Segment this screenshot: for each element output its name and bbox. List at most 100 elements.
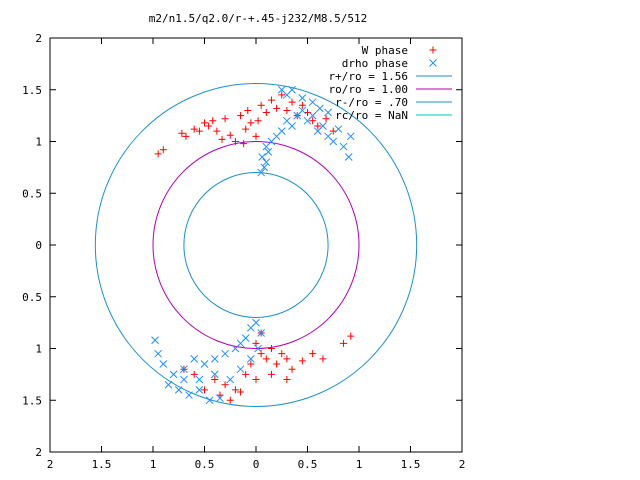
- point-s0-6: [201, 119, 208, 127]
- point-s0-25: [278, 91, 286, 99]
- y-tick-label-2: 1: [35, 343, 42, 356]
- x-tick-label-0: 2: [47, 458, 54, 471]
- point-s1-25: [288, 85, 296, 94]
- y-tick-label-4: 0: [35, 239, 42, 252]
- legend-label-s0: W phase: [362, 44, 408, 57]
- point-s1-47: [185, 391, 193, 399]
- point-s1-2: [262, 158, 271, 167]
- y-tick-label-1: 1.5: [22, 394, 42, 407]
- point-s0-13: [231, 138, 239, 145]
- legend-marker-s0: [429, 46, 437, 54]
- point-s1-27: [308, 98, 317, 107]
- point-s1-31: [246, 323, 255, 332]
- point-s0-51: [252, 376, 260, 384]
- x-tick-label-4: 0: [253, 458, 260, 471]
- point-s1-55: [195, 375, 204, 384]
- point-s1-20: [339, 142, 348, 151]
- point-s1-56: [180, 375, 188, 384]
- point-s0-4: [190, 125, 198, 133]
- axis-ticks: 2 1.5 1 0.5 0 0.5 1 1.5 221.510.500.511.52: [22, 32, 465, 471]
- point-s0-10: [218, 135, 226, 143]
- legend-label-c2: r-/ro = .70: [335, 96, 408, 109]
- point-s1-3: [258, 153, 267, 161]
- point-s0-31: [309, 117, 317, 125]
- point-s0-23: [267, 96, 275, 104]
- point-s1-4: [264, 147, 273, 156]
- legend-label-c0: r+/ro = 1.56: [329, 70, 408, 83]
- point-s0-59: [226, 396, 234, 404]
- point-s1-46: [174, 386, 183, 394]
- x-tick-label-3: 0.5: [195, 458, 215, 471]
- y-tick-label-3: 0.5: [22, 291, 42, 304]
- point-s1-51: [226, 375, 235, 384]
- point-s1-57: [210, 370, 219, 379]
- point-s0-8: [209, 117, 217, 125]
- point-s0-2: [178, 129, 186, 137]
- point-s0-46: [319, 355, 327, 363]
- point-s1-16: [319, 122, 327, 130]
- point-s0-48: [347, 332, 355, 340]
- y-tick-label-7: 1.5: [22, 84, 42, 97]
- y-tick-label-5: 0.5: [22, 187, 42, 200]
- point-s0-41: [278, 350, 286, 358]
- point-s0-52: [242, 370, 250, 378]
- point-s0-54: [221, 381, 229, 389]
- point-s1-40: [180, 365, 188, 374]
- circle-1: [152, 141, 360, 349]
- chart-title: m2/n1.5/q2.0/r-+.45-j232/M8.5/512: [149, 12, 368, 25]
- circle-0: [94, 83, 418, 407]
- point-s0-57: [190, 370, 198, 378]
- point-s1-54: [254, 344, 262, 353]
- legend-label-c1: ro/ro = 1.00: [329, 83, 408, 96]
- point-s1-12: [298, 106, 307, 115]
- point-s1-36: [221, 349, 229, 358]
- point-s1-26: [298, 94, 307, 102]
- point-s0-40: [273, 360, 281, 368]
- point-s0-61: [247, 360, 255, 368]
- point-s0-45: [309, 350, 317, 358]
- point-s1-18: [329, 137, 338, 146]
- point-s1-8: [277, 127, 286, 136]
- point-s0-39: [267, 345, 275, 352]
- point-s0-15: [240, 140, 248, 148]
- y-tick-label-8: 2: [35, 32, 42, 45]
- circle-2: [183, 172, 329, 318]
- point-s0-22: [262, 109, 270, 117]
- point-s0-62: [216, 391, 224, 399]
- point-s1-24: [277, 85, 286, 94]
- point-s1-10: [288, 122, 296, 130]
- point-s1-29: [324, 108, 332, 117]
- legend-label-s1: drho phase: [342, 57, 408, 70]
- point-s0-7: [205, 122, 213, 130]
- point-s0-36: [252, 339, 260, 347]
- point-s1-52: [236, 365, 245, 374]
- point-s1-44: [151, 336, 159, 345]
- point-s0-9: [213, 127, 221, 135]
- legend-label-c3: rc/ro = NaN: [335, 109, 408, 122]
- point-s1-1: [260, 163, 269, 172]
- y-tick-label-0: 2: [35, 446, 42, 459]
- point-s0-26: [283, 106, 291, 114]
- point-s1-45: [164, 380, 173, 389]
- x-tick-label-1: 1.5: [92, 458, 112, 471]
- point-s0-18: [247, 119, 255, 127]
- point-s0-19: [252, 132, 260, 140]
- point-s0-20: [254, 117, 262, 125]
- point-s0-24: [273, 104, 281, 112]
- point-s0-14: [237, 112, 245, 120]
- x-tick-label-5: 0.5: [298, 458, 318, 471]
- point-s0-21: [257, 101, 265, 109]
- point-s0-55: [211, 376, 219, 384]
- point-s0-53: [231, 386, 239, 394]
- point-s0-60: [237, 388, 245, 396]
- point-s1-19: [334, 125, 343, 133]
- point-s0-56: [201, 386, 208, 394]
- point-s0-34: [329, 127, 337, 135]
- point-s0-12: [226, 131, 234, 139]
- point-s1-22: [346, 132, 355, 141]
- point-s0-11: [221, 115, 229, 123]
- point-s0-0: [154, 150, 162, 158]
- x-tick-label-6: 1: [356, 458, 363, 471]
- x-tick-label-8: 2: [459, 458, 466, 471]
